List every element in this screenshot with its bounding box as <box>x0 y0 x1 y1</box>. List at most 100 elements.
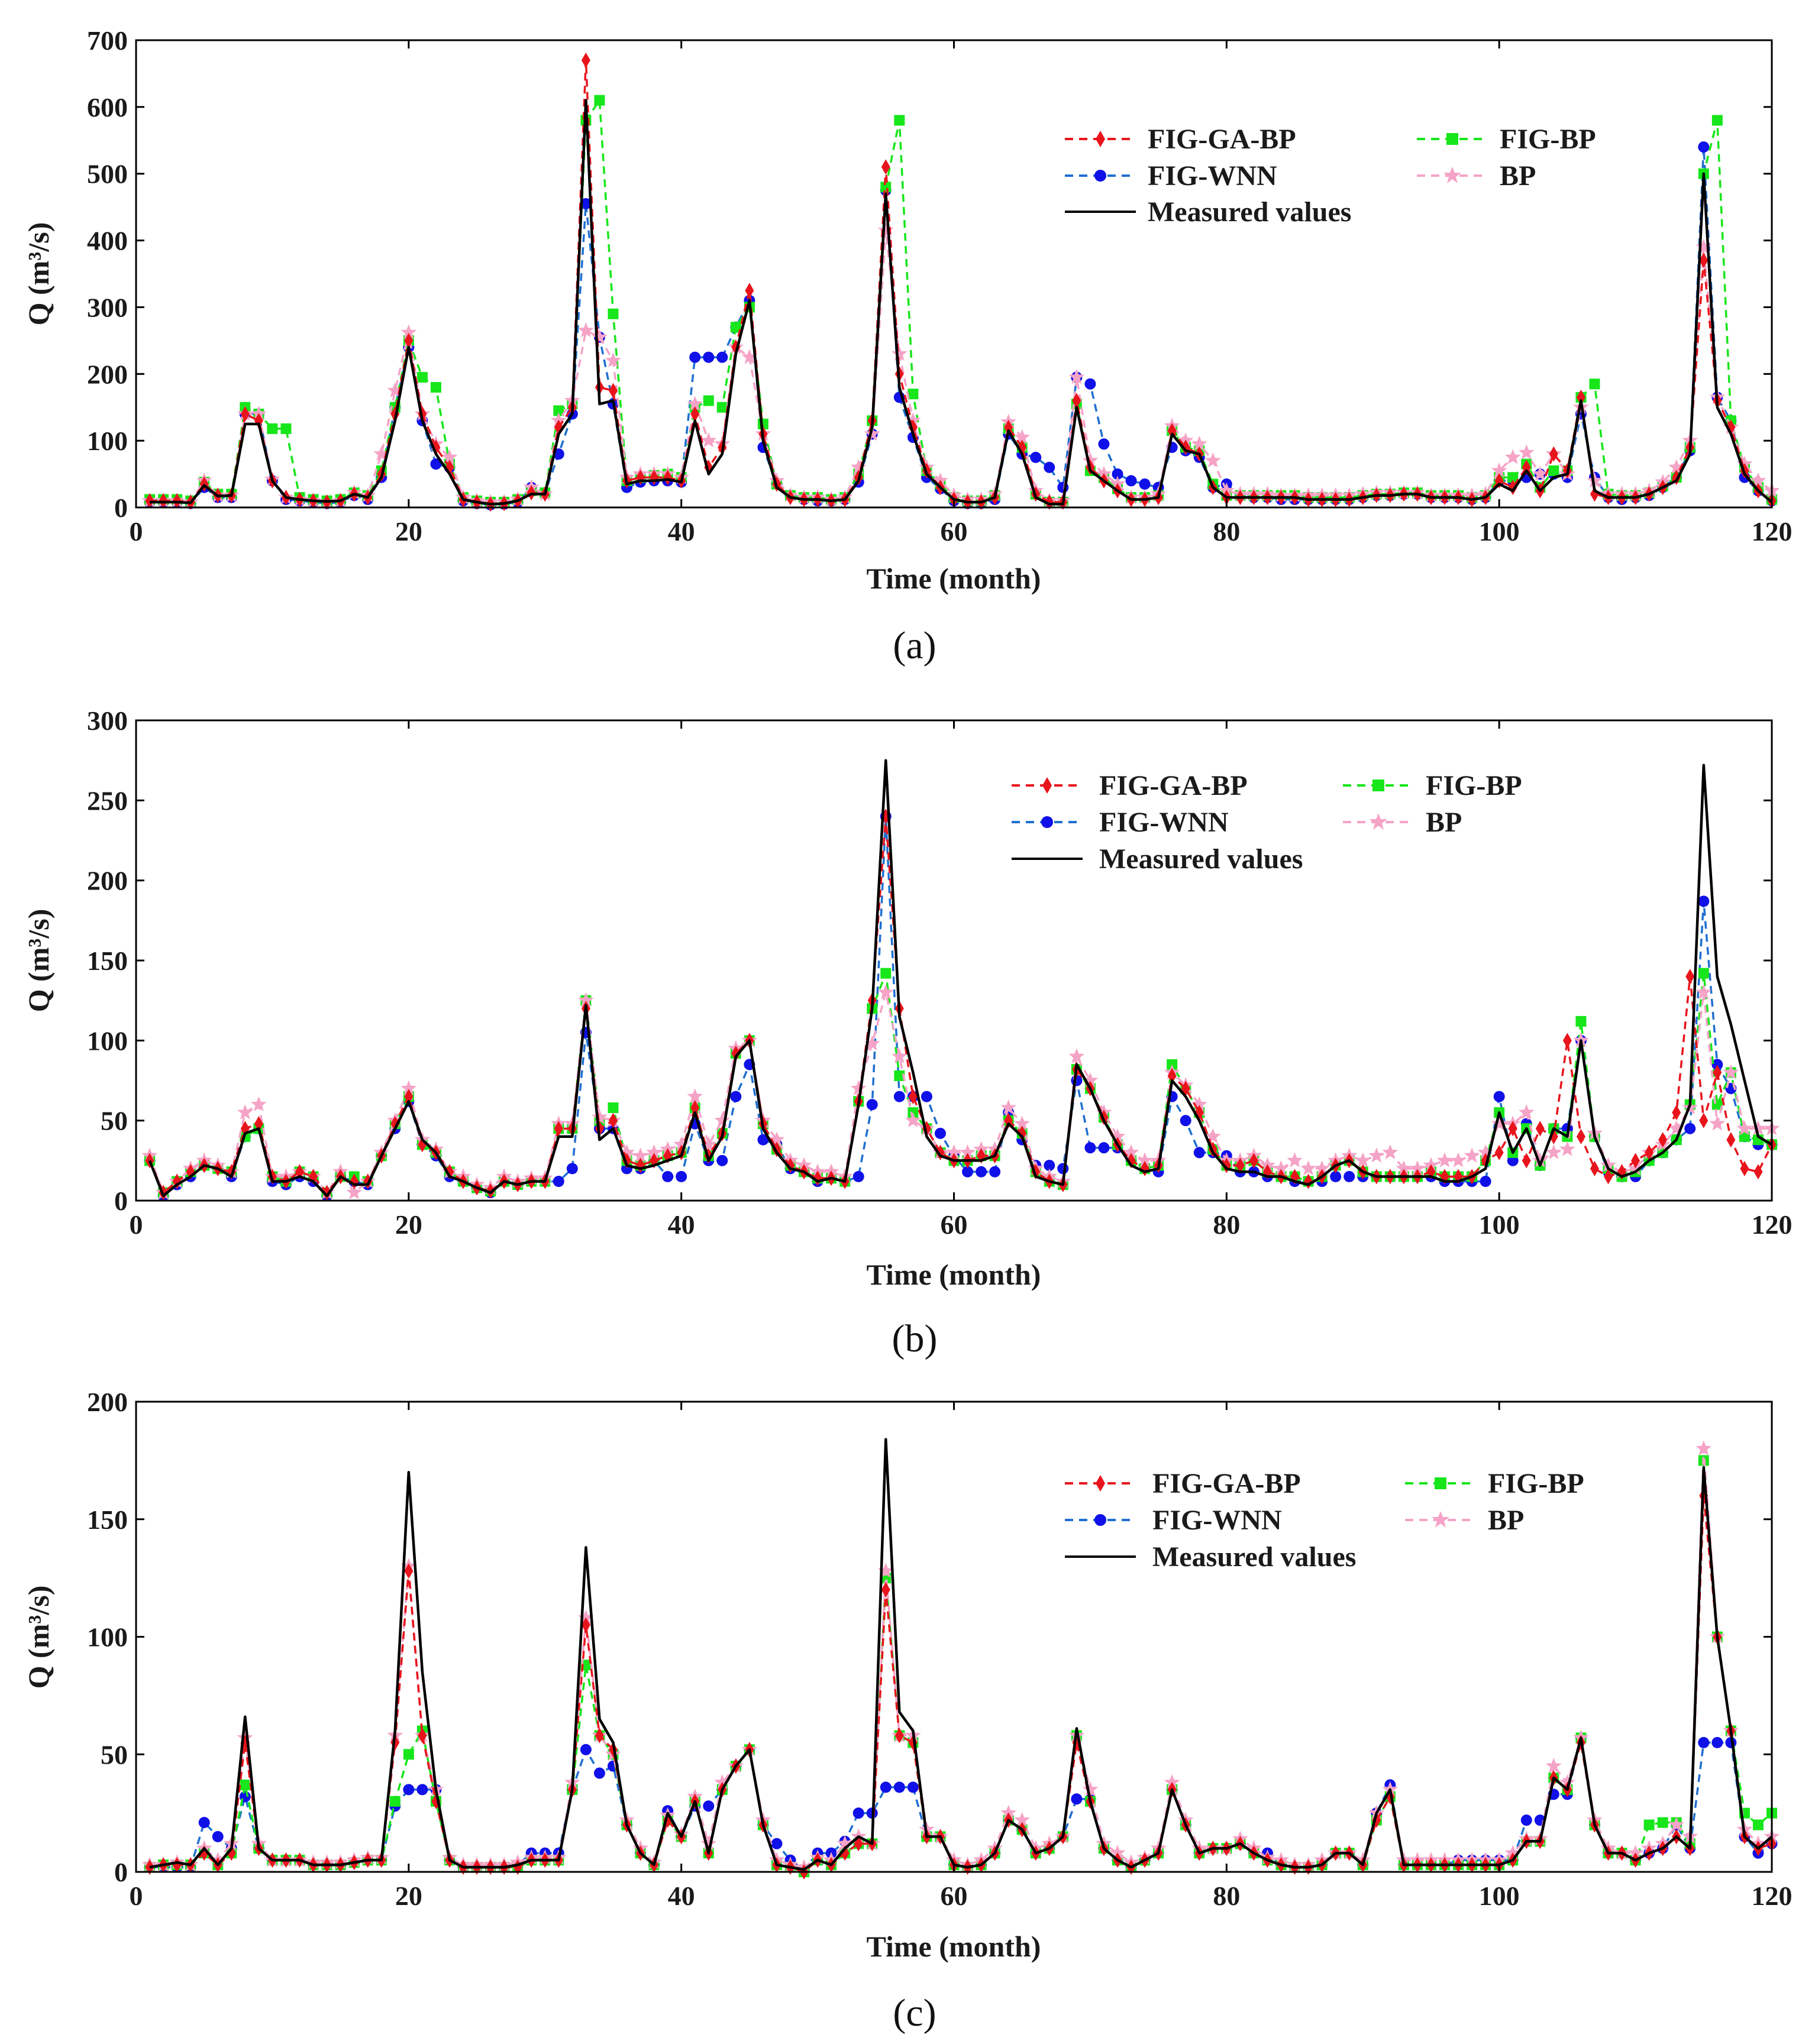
y-tick-label: 500 <box>87 159 128 189</box>
x-axis-label-c: Time (month) <box>867 1930 1041 1963</box>
point-bp <box>592 1109 608 1124</box>
point-figbp <box>553 405 564 416</box>
series-measured-a <box>150 99 1773 506</box>
legend-item-figgabp-c: FIG-GA-BP <box>1065 1468 1301 1499</box>
point-bp <box>673 1136 689 1152</box>
point-bp <box>1504 1845 1521 1860</box>
legend-item-figwnn-c: FIG-WNN <box>1065 1505 1282 1536</box>
y-tick-label: 100 <box>87 1622 128 1652</box>
x-tick-label: 80 <box>1213 516 1240 546</box>
legend-marker-circle-a <box>1094 170 1106 182</box>
point-figgabp <box>1726 1132 1736 1148</box>
x-tick-label: 100 <box>1479 516 1520 546</box>
point-bp <box>700 1136 717 1152</box>
x-tick-label: 0 <box>130 516 143 546</box>
point-figgabp <box>663 470 673 486</box>
point-figbp <box>1698 968 1709 979</box>
legend-item-figgabp-b: FIG-GA-BP <box>1012 770 1248 801</box>
point-figgabp <box>1018 1126 1027 1141</box>
legend-c: FIG-GA-BP FIG-BP FIG-WNN BP Measured val… <box>1065 1468 1584 1573</box>
point-figwnn <box>921 1091 932 1102</box>
point-bp <box>1627 1845 1643 1860</box>
point-figgabp <box>1590 1160 1599 1176</box>
point-figgabp <box>1522 1153 1531 1169</box>
point-figgabp <box>1713 1065 1722 1081</box>
legend-marker-diamond-a <box>1096 131 1105 147</box>
point-bp <box>1668 1120 1684 1136</box>
point-figbp <box>703 395 714 406</box>
point-figbp <box>1548 465 1559 476</box>
point-bp <box>1464 1147 1480 1163</box>
point-figwnn <box>893 1091 905 1102</box>
point-figgabp <box>595 1728 604 1744</box>
point-figbp <box>416 371 428 383</box>
legend-marker-square-c <box>1435 1477 1446 1489</box>
point-bp <box>1068 1048 1085 1063</box>
point-figbp <box>267 423 278 434</box>
point-figgabp <box>1535 1121 1545 1137</box>
point-figgabp <box>1508 1121 1517 1137</box>
point-figwnn <box>1698 1736 1710 1748</box>
point-figgabp <box>1004 419 1013 435</box>
point-figgabp <box>1685 969 1695 985</box>
point-figbp <box>880 182 892 193</box>
point-figwnn <box>893 1781 905 1793</box>
legend-label-bp-b: BP <box>1426 807 1462 838</box>
point-bp <box>850 1080 867 1095</box>
point-bp <box>592 329 608 344</box>
point-bp <box>578 992 594 1007</box>
point-bp <box>1546 1144 1562 1160</box>
point-bp <box>1695 984 1712 1000</box>
point-figbp <box>880 968 892 979</box>
point-bp <box>960 1144 976 1160</box>
x-tick-label: 80 <box>1213 1209 1240 1240</box>
point-bp <box>878 1563 894 1578</box>
point-bp <box>1600 1157 1616 1172</box>
point-bp <box>441 449 458 464</box>
point-bp <box>1368 1147 1385 1163</box>
x-tick-label: 20 <box>395 516 422 546</box>
point-figgabp <box>554 1121 563 1137</box>
point-bp <box>1300 1160 1316 1176</box>
point-figwnn <box>1071 1793 1083 1805</box>
point-bp <box>1014 1812 1030 1827</box>
point-bp <box>1382 1144 1399 1160</box>
y-tick-label: 150 <box>87 1505 128 1535</box>
point-bp <box>878 222 894 237</box>
point-bp <box>1191 435 1207 451</box>
point-bp <box>1736 1120 1753 1136</box>
legend-label-bp-c: BP <box>1488 1505 1524 1536</box>
point-bp <box>1164 1774 1180 1790</box>
point-figbp <box>716 402 728 413</box>
point-figgabp <box>1045 494 1054 510</box>
y-axis-label-c: Q (m³/s) <box>22 1586 55 1689</box>
point-bp <box>1532 1152 1548 1167</box>
point-figwnn <box>403 1784 415 1796</box>
legend-item-figbp-a: FIG-BP <box>1417 124 1596 155</box>
legend-item-figwnn-a: FIG-WNN <box>1065 160 1277 192</box>
legend-label-figwnn-a: FIG-WNN <box>1148 160 1277 192</box>
point-bp <box>1668 459 1684 474</box>
point-figbp <box>908 389 919 400</box>
legend-marker-diamond-c <box>1096 1475 1105 1492</box>
point-figgabp <box>608 383 618 399</box>
point-bp <box>1491 1115 1507 1131</box>
x-tick-label: 120 <box>1752 516 1793 546</box>
point-bp <box>1559 1141 1575 1156</box>
point-bp <box>850 459 867 474</box>
point-figgabp <box>1549 446 1558 462</box>
plot-area-b <box>141 759 1780 1202</box>
point-figwnn <box>1125 475 1137 487</box>
point-bp <box>714 1112 731 1127</box>
point-figgabp <box>172 1857 182 1873</box>
point-figgabp <box>1494 1144 1504 1160</box>
y-tick-label: 300 <box>87 292 128 322</box>
point-bp <box>1123 1144 1139 1160</box>
point-figbp <box>1589 379 1600 390</box>
point-figwnn <box>1344 1170 1355 1182</box>
point-bp <box>1587 472 1603 488</box>
point-bp <box>632 1147 648 1163</box>
point-figwnn <box>689 351 701 363</box>
point-figbp <box>894 1070 905 1081</box>
point-bp <box>864 1035 880 1051</box>
